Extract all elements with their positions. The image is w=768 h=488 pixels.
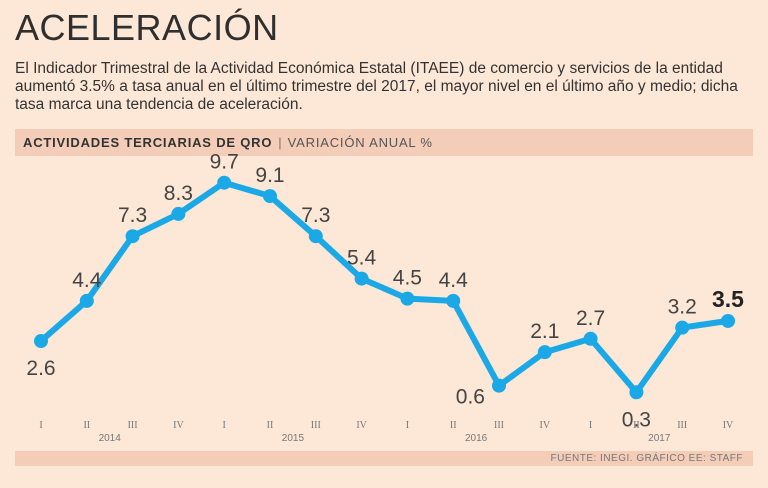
chart-units-label: VARIACIÓN ANUAL % xyxy=(287,135,433,150)
data-point xyxy=(308,229,323,244)
chart-header-band: ACTIVIDADES TERCIARIAS DE QRO | VARIACIÓ… xyxy=(15,129,753,156)
year-label: 2016 xyxy=(465,433,488,444)
data-label: 9.7 xyxy=(210,151,239,174)
page-title: ACELERACIÓN xyxy=(15,7,279,48)
data-point xyxy=(675,320,690,335)
quarter-tick-label: I xyxy=(39,420,42,431)
data-point xyxy=(171,206,186,221)
quarter-tick-label: II xyxy=(83,420,90,431)
chart-header-separator: | xyxy=(278,135,282,150)
data-label: 7.3 xyxy=(301,204,330,227)
quarter-tick-label: IV xyxy=(540,420,551,431)
year-label: 2017 xyxy=(648,433,671,444)
data-label: 3.2 xyxy=(668,296,697,319)
data-label: 4.4 xyxy=(439,269,469,292)
page-subtitle: El Indicador Trimestral de la Actividad … xyxy=(15,60,738,113)
data-label: 7.3 xyxy=(118,204,147,227)
data-label: 4.5 xyxy=(393,267,422,290)
quarter-tick-label: III xyxy=(311,420,321,431)
quarter-tick-label: IV xyxy=(173,420,184,431)
quarter-tick-label: III xyxy=(128,420,138,431)
data-label: 2.7 xyxy=(576,307,605,330)
data-point xyxy=(400,291,415,306)
quarter-tick-label: IV xyxy=(723,420,734,431)
data-point xyxy=(354,271,369,286)
data-point xyxy=(125,229,140,244)
data-point xyxy=(537,345,552,360)
data-point xyxy=(217,175,232,190)
data-label: 3.5 xyxy=(712,286,744,312)
quarter-tick-label: II xyxy=(267,420,274,431)
chart-title: ACTIVIDADES TERCIARIAS DE QRO xyxy=(23,135,273,150)
data-point xyxy=(492,378,506,393)
quarter-tick-label: I xyxy=(589,420,592,431)
quarter-tick-label: IV xyxy=(356,420,367,431)
data-label: 2.1 xyxy=(530,320,559,343)
data-label: 4.4 xyxy=(72,269,102,292)
data-point xyxy=(263,189,277,204)
data-point xyxy=(629,385,644,400)
data-point xyxy=(583,331,598,346)
quarter-tick-label: III xyxy=(494,420,504,431)
quarter-tick-label: II xyxy=(633,420,640,431)
quarter-tick-label: III xyxy=(677,420,687,431)
data-point xyxy=(721,313,735,328)
quarter-tick-label: I xyxy=(223,420,226,431)
source-footer: FUENTE: INEGI. GRÁFICO EE: STAFF xyxy=(15,451,753,466)
series-line xyxy=(38,179,731,396)
data-label: 0.3 xyxy=(622,408,651,431)
data-label: 9.1 xyxy=(255,164,284,187)
year-label: 2014 xyxy=(99,433,122,444)
data-label: 8.3 xyxy=(164,182,193,205)
year-label: 2015 xyxy=(282,433,305,444)
data-label: 2.6 xyxy=(26,357,55,380)
data-point xyxy=(34,334,48,349)
data-label: 0.6 xyxy=(456,386,485,409)
quarter-tick-label: I xyxy=(406,420,409,431)
data-label: 5.4 xyxy=(347,247,377,270)
data-point xyxy=(79,293,94,308)
data-point xyxy=(446,293,461,308)
quarter-tick-label: II xyxy=(450,420,457,431)
